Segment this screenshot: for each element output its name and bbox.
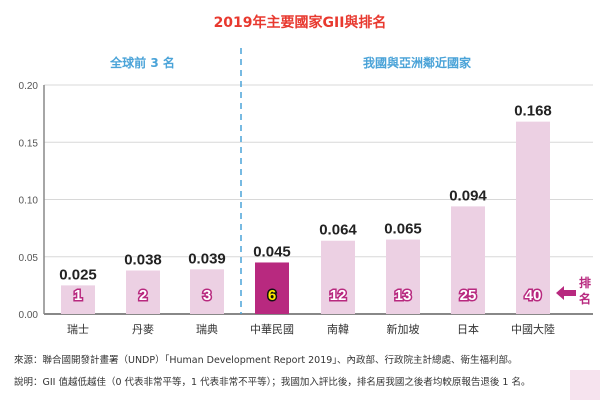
chart-title: 2019年主要國家GII與排名 [213,15,387,31]
y-tick-label: 0.05 [19,253,39,264]
value-label: 0.064 [319,222,357,239]
bar [451,206,485,314]
x-tick-label: 瑞士 [67,322,89,336]
rank-label: 25 [460,287,477,304]
explanation-note: 說明：GII 值越低越佳（0 代表非常平等，1 代表非常不平等）；我國加入評比後… [14,377,531,388]
bar [190,269,224,314]
rank-label: 3 [203,287,211,304]
value-label: 0.094 [449,187,487,204]
value-label: 0.039 [188,250,226,267]
rank-legend-char: 名 [579,291,591,306]
value-label: 0.045 [253,243,291,260]
source-note: 來源：聯合國開發計畫署（UNDP）「Human Development Repo… [14,355,518,366]
bar [61,285,95,314]
y-tick-label: 0.20 [19,81,39,92]
section-label-top3: 全球前 3 名 [110,56,175,70]
bar [255,262,289,314]
rank-label: 6 [268,287,276,304]
x-tick-label: 瑞典 [196,322,218,336]
x-tick-label: 南韓 [327,323,349,336]
rank-label: 13 [395,287,412,304]
bar [126,270,160,314]
rank-label: 1 [74,287,82,304]
value-label: 0.168 [514,103,552,120]
rank-label: 12 [330,287,347,304]
y-tick-label: 0.00 [19,310,39,321]
x-tick-label: 中華民國 [250,323,294,336]
corner-decoration [570,370,600,400]
y-tick-label: 0.10 [19,196,39,207]
x-tick-label: 新加坡 [387,322,420,336]
x-tick-label: 中國大陸 [511,322,555,336]
value-label: 0.025 [59,266,97,283]
section-label-asia: 我國與亞洲鄰近國家 [362,56,471,70]
bar [386,239,420,314]
arrow-left-icon [556,286,576,300]
rank-label: 2 [139,287,147,304]
rank-label: 40 [525,287,542,304]
bar [516,121,550,314]
bar [321,240,355,314]
x-tick-label: 日本 [457,322,479,336]
y-tick-label: 0.15 [19,138,39,149]
value-label: 0.038 [124,251,162,268]
rank-legend-char: 排 [579,275,591,290]
x-tick-label: 丹麥 [132,323,154,336]
value-label: 0.065 [384,221,422,238]
